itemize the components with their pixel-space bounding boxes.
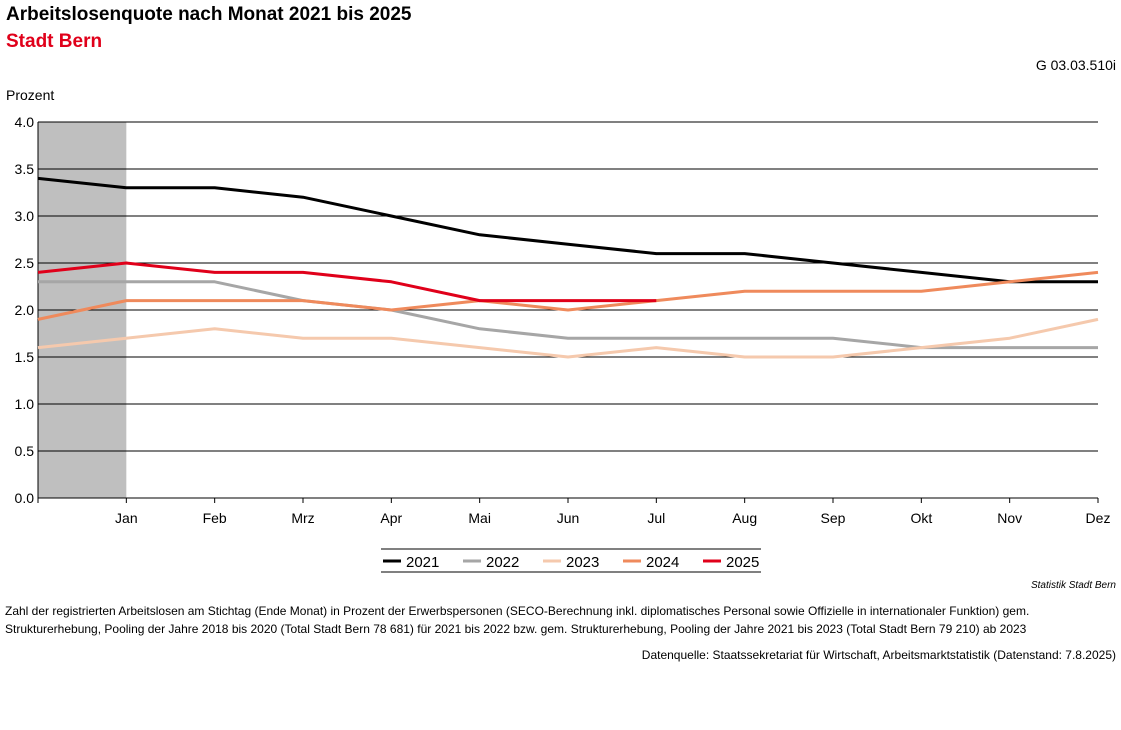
footnote: Zahl der registrierten Arbeitslosen am S… bbox=[5, 604, 1030, 636]
chart-subtitle: Stadt Bern bbox=[6, 31, 103, 52]
series-line-2025 bbox=[37, 261, 657, 303]
x-tick-label: Okt bbox=[910, 510, 932, 526]
series-line-2024 bbox=[37, 270, 1099, 321]
x-tick-label: Aug bbox=[732, 510, 757, 526]
y-tick-label: 1.0 bbox=[15, 396, 35, 412]
legend-label-2021: 2021 bbox=[406, 554, 439, 571]
x-tick-label: Mrz bbox=[291, 510, 314, 526]
source-credit: Statistik Stadt Bern bbox=[1030, 580, 1116, 591]
x-tick-label: Sep bbox=[821, 510, 846, 526]
legend-label-2022: 2022 bbox=[486, 554, 519, 571]
x-tick-label: Nov bbox=[997, 510, 1022, 526]
legend-label-2025: 2025 bbox=[726, 554, 759, 571]
chart-code: G 03.03.510i bbox=[1035, 57, 1116, 73]
y-tick-label: 0.0 bbox=[15, 490, 35, 506]
y-tick-label: 2.0 bbox=[15, 302, 35, 318]
x-tick-label: Dez bbox=[1086, 510, 1111, 526]
series-line-2022 bbox=[38, 280, 1098, 350]
y-tick-label: 3.0 bbox=[15, 208, 35, 224]
y-tick-label: 4.0 bbox=[15, 114, 35, 130]
y-tick-label: 0.5 bbox=[15, 443, 35, 459]
x-tick-label: Feb bbox=[203, 510, 227, 526]
y-tick-label: 2.5 bbox=[15, 255, 35, 271]
x-tick-label: Jul bbox=[647, 510, 665, 526]
legend-label-2024: 2024 bbox=[646, 554, 679, 571]
y-axis-label: Prozent bbox=[6, 87, 55, 103]
data-source: Datenquelle: Staatssekretariat für Wirts… bbox=[641, 648, 1116, 662]
legend-label-2023: 2023 bbox=[566, 554, 599, 571]
x-tick-label: Mai bbox=[468, 510, 491, 526]
x-tick-label: Jan bbox=[115, 510, 138, 526]
line-chart: 0.0 0.5 1.0 1.5 2.0 2.5 3.0 3.5 4.0 Jan Feb Mrz Apr M… bbox=[15, 114, 1111, 573]
chart-title: Arbeitslosenquote nach Monat 2021 bis 20… bbox=[6, 4, 412, 25]
series-line-2021 bbox=[37, 176, 1098, 284]
y-tick-label: 1.5 bbox=[15, 349, 35, 365]
series-line-2023 bbox=[37, 317, 1099, 359]
x-tick-label: Apr bbox=[380, 510, 402, 526]
y-tick-label: 3.5 bbox=[15, 161, 35, 177]
x-tick-label: Jun bbox=[557, 510, 580, 526]
